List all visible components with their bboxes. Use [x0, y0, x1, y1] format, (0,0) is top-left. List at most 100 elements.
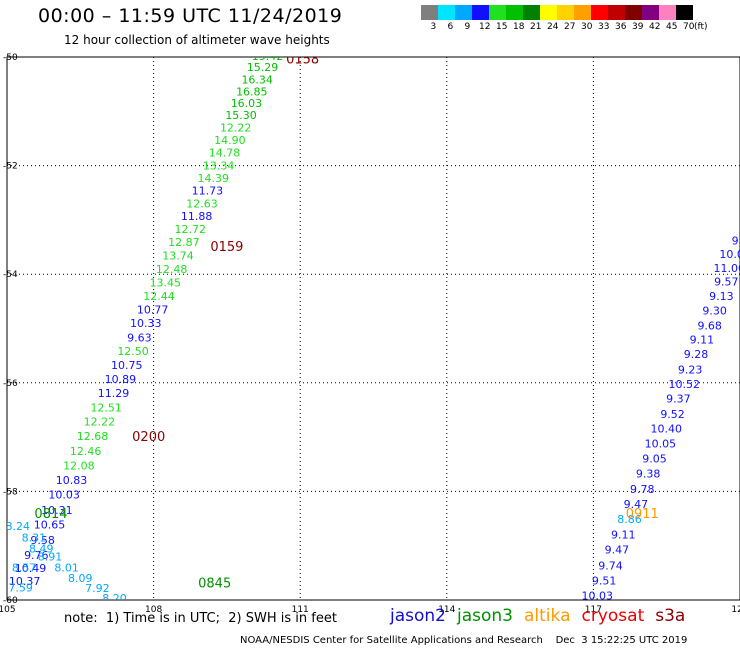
s3a-point-20: 10.77: [137, 304, 169, 317]
chart-title: 00:00 – 11:59 UTC 11/24/2019: [38, 5, 343, 27]
jason3-point-2: 8.49: [29, 543, 54, 556]
legend-jason3: jason3: [457, 606, 513, 626]
jason3-point-9: 8.20: [102, 592, 127, 605]
s3a-point-11: 11.73: [192, 185, 224, 198]
footnote: note: 1) Time is in UTC; 2) SWH is in fe…: [64, 611, 337, 626]
s3a-point-35: 10.65: [34, 519, 66, 532]
s3a-point-24: 10.75: [111, 359, 143, 372]
satellite-legend: jason2 jason3 altika cryosat s3a: [390, 606, 696, 626]
s3a-point-2: 16.34: [241, 73, 273, 86]
s3a-point-27: 12.51: [90, 401, 122, 414]
s3a-point-34: 10.31: [41, 504, 73, 517]
y-tick--60: -60: [3, 596, 18, 606]
legend-jason2: jason2: [390, 606, 446, 626]
x-tick-108: 108: [145, 605, 162, 615]
color-scale-bar: [421, 5, 693, 20]
altika-point-15: 9.05: [642, 452, 667, 465]
altika-point-21: 9.47: [605, 544, 630, 557]
scale-label-6: 6: [447, 22, 454, 32]
altika-point-16: 9.38: [636, 468, 661, 481]
scale-swatch-30: [574, 5, 591, 20]
s3a-point-15: 12.87: [168, 236, 200, 249]
s3a-point-0: 15.42: [252, 50, 284, 63]
altika-point-0: 9.00: [732, 235, 740, 248]
time-label-0845: 0845: [198, 577, 231, 592]
altika-point-12: 9.52: [660, 408, 685, 421]
altika-point-22: 9.74: [598, 559, 623, 572]
altika-point-7: 9.11: [690, 333, 715, 346]
altika-point-3: 9.57: [714, 275, 739, 288]
s3a-point-29: 12.68: [77, 430, 109, 443]
s3a-point-31: 12.08: [63, 459, 95, 472]
time-label-0159: 0159: [210, 240, 243, 255]
scale-swatch-6: [438, 5, 455, 20]
scale-swatch-24: [540, 5, 557, 20]
x-tick-114: 114: [438, 605, 455, 615]
s3a-point-25: 10.89: [105, 373, 137, 386]
s3a-point-6: 12.22: [220, 122, 252, 135]
s3a-point-32: 10.83: [56, 474, 88, 487]
altika-point-2: 11.00: [713, 262, 740, 275]
s3a-point-7: 14.90: [214, 134, 246, 147]
s3a-point-18: 13.45: [150, 276, 182, 289]
s3a-point-33: 10.03: [48, 489, 80, 502]
s3a-point-23: 12.50: [117, 345, 149, 358]
altika-point-1: 10.00: [719, 248, 740, 261]
scale-swatch-18: [506, 5, 523, 20]
y-tick--54: -54: [3, 270, 18, 280]
legend-altika: altika: [524, 606, 571, 626]
scale-label-15: 15: [496, 22, 508, 32]
jason3-point-3: 8.91: [38, 551, 63, 564]
x-tick-105: 105: [0, 605, 16, 615]
altika-point-9: 9.23: [678, 363, 703, 376]
scale-label-39: 39: [632, 22, 644, 32]
scale-label-12: 12: [479, 22, 491, 32]
x-tick-117: 117: [585, 605, 602, 615]
s3a-point-10: 14.39: [197, 172, 229, 185]
jason3-point-14: 7.45: [175, 632, 200, 645]
time-label-0814: 0814: [34, 507, 67, 522]
altika-point-11: 9.37: [666, 393, 691, 406]
scale-swatch-15: [489, 5, 506, 20]
scale-swatch-70: [676, 5, 693, 20]
scale-swatch-45: [659, 5, 676, 20]
altika-point-4: 9.13: [709, 290, 734, 303]
legend-cryosat: cryosat: [581, 606, 645, 626]
credit-line: NOAA/NESDIS Center for Satellite Applica…: [240, 635, 688, 646]
s3a-point-4: 16.03: [231, 97, 263, 110]
altika-point-17: 9.78: [630, 483, 655, 496]
altika-point-19: 8.86: [617, 513, 642, 526]
altika-point-23: 9.51: [592, 575, 617, 588]
scale-label-24: 24: [547, 22, 559, 32]
scale-label-70: 70: [683, 22, 695, 32]
color-scale-labels: 3 6 9 12 15 18 21 24 27 30 33 36 39 42 45 70 (ft): [421, 22, 740, 34]
scale-swatch-21: [523, 5, 540, 20]
x-tick-111: 111: [292, 605, 309, 615]
altika-point-8: 9.28: [684, 348, 709, 361]
jason3-point-15: 8.19: [193, 640, 218, 650]
legend-s3a: s3a: [655, 606, 686, 626]
scale-label-36: 36: [615, 22, 627, 32]
time-label-0158: 0158: [286, 53, 319, 68]
jason3-point-1: 8.31: [22, 532, 47, 545]
jason3-point-7: 7.59: [8, 582, 33, 595]
scale-swatch-12: [472, 5, 489, 20]
s3a-point-37: 9.76: [24, 549, 49, 562]
altika-point-18: 9.47: [624, 498, 649, 511]
plot-frame: [6, 56, 740, 601]
jason3-point-6: 8.09: [68, 572, 93, 585]
scale-label-27: 27: [564, 22, 576, 32]
altika-point-20: 9.11: [611, 528, 636, 541]
x-tick-120: 120: [731, 605, 740, 615]
time-label-0200: 0200: [132, 430, 165, 445]
altika-point-10: 10.52: [669, 378, 701, 391]
s3a-point-14: 12.72: [175, 223, 207, 236]
scale-label-3: 3: [430, 22, 437, 32]
s3a-point-28: 12.22: [84, 415, 116, 428]
s3a-point-39: 10.37: [9, 575, 41, 588]
s3a-point-38: 10.49: [15, 562, 47, 575]
s3a-point-9: 13.34: [203, 160, 235, 173]
s3a-point-16: 13.74: [162, 249, 194, 262]
s3a-point-8: 14.78: [209, 147, 241, 160]
